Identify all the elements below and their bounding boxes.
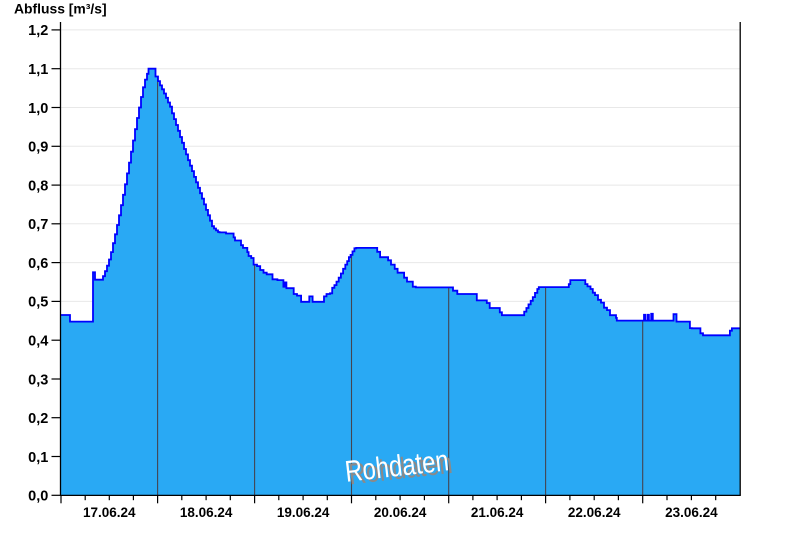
svg-text:0,2: 0,2 [28, 411, 48, 427]
svg-text:0,0: 0,0 [28, 489, 48, 505]
svg-text:21.06.24: 21.06.24 [471, 505, 524, 520]
svg-text:0,5: 0,5 [28, 295, 48, 311]
svg-text:1,0: 1,0 [28, 101, 48, 117]
svg-text:Abfluss [m³/s]: Abfluss [m³/s] [14, 1, 107, 17]
svg-text:0,7: 0,7 [28, 217, 48, 233]
svg-text:23.06.24: 23.06.24 [665, 505, 718, 520]
svg-text:20.06.24: 20.06.24 [374, 505, 427, 520]
svg-text:0,1: 0,1 [28, 450, 48, 466]
svg-text:0,8: 0,8 [28, 178, 48, 194]
svg-text:17.06.24: 17.06.24 [83, 505, 136, 520]
svg-text:0,6: 0,6 [28, 256, 48, 272]
svg-text:0,3: 0,3 [28, 372, 48, 388]
svg-text:22.06.24: 22.06.24 [568, 505, 621, 520]
svg-text:0,9: 0,9 [28, 140, 48, 156]
svg-text:19.06.24: 19.06.24 [277, 505, 330, 520]
svg-text:1,2: 1,2 [28, 23, 48, 39]
svg-text:0,4: 0,4 [28, 334, 48, 350]
svg-text:1,1: 1,1 [28, 62, 48, 78]
svg-text:18.06.24: 18.06.24 [180, 505, 233, 520]
